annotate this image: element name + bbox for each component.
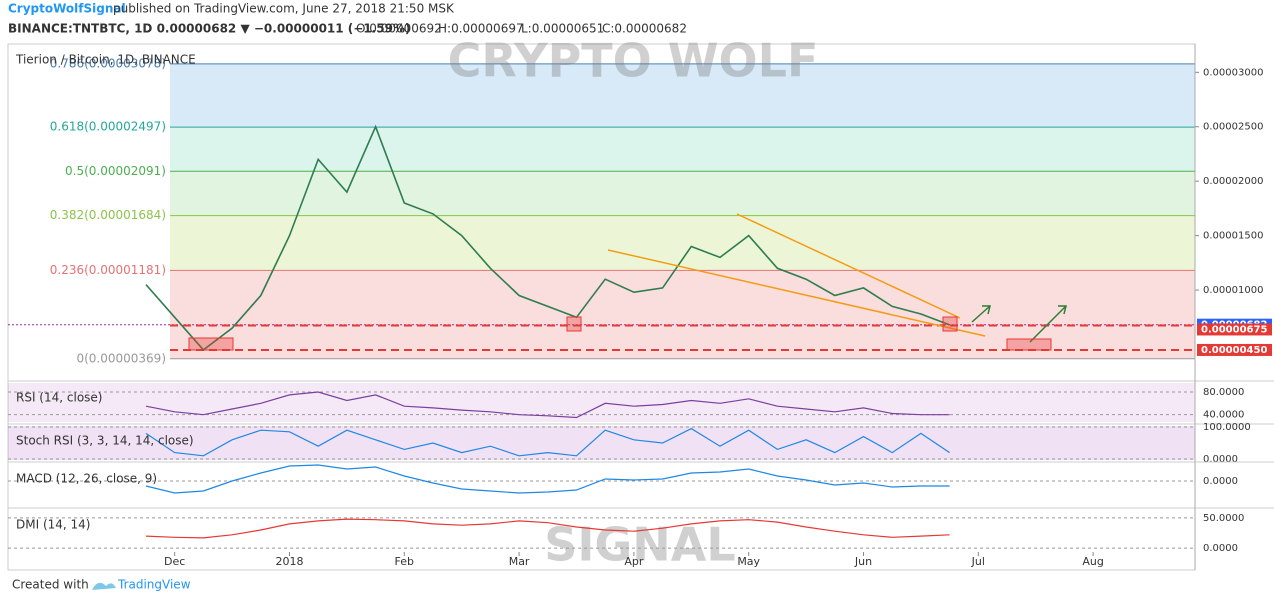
- fib-zone: [170, 63, 1195, 128]
- fib-zone: [170, 127, 1195, 172]
- panel-tick-label: 0.0000: [1203, 476, 1238, 487]
- panel-title: RSI (14, close): [16, 391, 102, 405]
- box: [566, 316, 582, 332]
- fib-zone: [170, 215, 1195, 271]
- price-tag: [1197, 343, 1272, 356]
- indicator-line: [145, 518, 950, 539]
- y-tick-label: 0.00002500: [1203, 122, 1263, 133]
- price-tag-label: 0.00000450: [1201, 345, 1267, 356]
- fib-zone: [170, 270, 1195, 359]
- x-tick-label: May: [737, 555, 760, 568]
- y-tick-label: 0.00001000: [1203, 285, 1263, 296]
- x-tick-label: Apr: [624, 555, 644, 568]
- fib-label: 0.5(0.00002091): [65, 164, 166, 178]
- fib-label: 0.618(0.00002497): [50, 120, 166, 134]
- logo: [92, 582, 116, 590]
- ohlc: L:0.00000651: [521, 22, 604, 36]
- panel-tick-label: 50.0000: [1203, 513, 1244, 524]
- boxes: [188, 316, 1052, 351]
- x-tick-label: Mar: [509, 555, 530, 568]
- panel-tick-label: 100.0000: [1203, 422, 1251, 433]
- watermark: CRYPTO WOLF: [448, 34, 819, 88]
- fib-zone: [170, 171, 1195, 216]
- panel-tick-label: 80.0000: [1203, 387, 1244, 398]
- panel-tick-label: 40.0000: [1203, 410, 1244, 421]
- symbol-title: Tierion / Bitcoin, 1D, BINANCE: [15, 53, 196, 67]
- price-tag: [1197, 323, 1272, 336]
- panel-band: [8, 383, 1195, 422]
- x-tick-label: Aug: [1082, 555, 1103, 568]
- box: [1006, 338, 1052, 351]
- panel-title: Stoch RSI (3, 3, 14, 14, close): [16, 434, 194, 448]
- arrow: [1029, 305, 1067, 343]
- x-tick-label: Dec: [164, 555, 185, 568]
- indicator-line: [145, 427, 950, 457]
- fib-label: 0.236(0.00001181): [50, 263, 166, 277]
- footer-brand[interactable]: TradingView: [117, 578, 191, 592]
- trend-lines: [607, 213, 986, 337]
- fib-label: 0.382(0.00001684): [50, 208, 166, 222]
- y-tick-label: 0.00001500: [1203, 231, 1263, 242]
- quote: BINANCE:TNTBTC, 1D 0.00000682 ▼ −0.00000…: [8, 22, 410, 36]
- indicator-line: [145, 391, 950, 419]
- fib-label: 0.786(0.00003078): [50, 56, 166, 70]
- arrows: [971, 305, 1067, 343]
- price-line-series: [145, 124, 950, 351]
- trend-line: [607, 249, 986, 337]
- ohlc: H:0.00000697: [438, 22, 524, 36]
- author[interactable]: CryptoWolfSignal: [8, 2, 126, 16]
- x-tick-label: Jun: [854, 555, 872, 568]
- price-tag-label: 0.00000675: [1201, 324, 1267, 335]
- box: [942, 316, 958, 332]
- box: [188, 337, 234, 351]
- y-tick-label: 0.00002000: [1203, 176, 1263, 187]
- arrow: [971, 305, 991, 323]
- x-tick-label: Feb: [395, 555, 414, 568]
- trend-line: [736, 213, 961, 319]
- x-tick-label: 2018: [276, 555, 304, 568]
- published: published on TradingView.com, June 27, 2…: [113, 2, 455, 16]
- panel-title: MACD (12, 26, close, 9): [16, 472, 157, 486]
- x-tick-label: Jul: [971, 555, 985, 568]
- panel-tick-label: 0.0000: [1203, 454, 1238, 465]
- panel-tick-label: 0.0000: [1203, 543, 1238, 554]
- ohlc: C:0.00000682: [602, 22, 687, 36]
- indicator-line: [145, 464, 950, 494]
- panel-title: DMI (14, 14): [16, 518, 90, 532]
- ohlc: O:0.00000692: [356, 22, 442, 36]
- y-tick-label: 0.00003000: [1203, 67, 1263, 78]
- fib-label: 0(0.00000369): [76, 351, 166, 365]
- footer-text: Created with: [12, 578, 89, 592]
